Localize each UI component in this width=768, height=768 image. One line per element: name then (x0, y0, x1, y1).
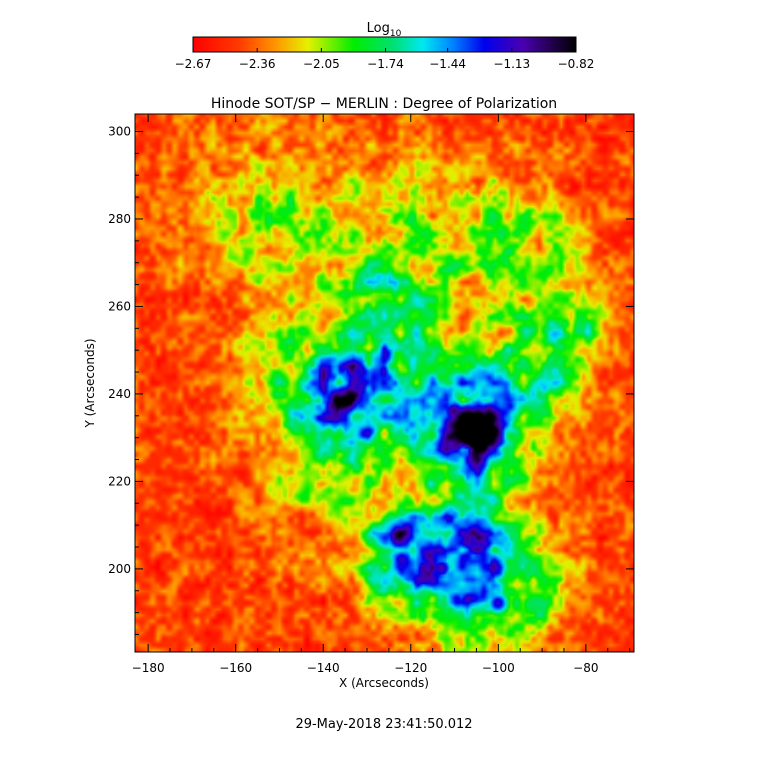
timestamp: 29-May-2018 23:41:50.012 (295, 717, 472, 732)
colorbar-tick-label: −1.13 (493, 57, 530, 71)
x-tick-label: −120 (394, 661, 427, 675)
y-axis-label: Y (Arcseconds) (83, 338, 97, 428)
x-tick-label: −80 (573, 661, 598, 675)
colorbar: Log10 −2.67 −2.36 −2.05 −1.74 −1.44 −1.13 −0.8… (175, 21, 595, 71)
colorbar-label-subscript: 10 (390, 29, 402, 39)
colorbar-tick-label: −0.82 (558, 57, 595, 71)
y-tick-label: 200 (108, 562, 131, 576)
colorbar-tick-label: −1.44 (429, 57, 466, 71)
y-tick-label: 260 (108, 299, 131, 313)
x-tick-label: −180 (132, 661, 165, 675)
x-axis-ticks: −180 −160 −140 −120 −100 −80 (132, 114, 631, 675)
colorbar-tick-label: −2.67 (175, 57, 212, 71)
colorbar-label: Log10 (367, 21, 402, 39)
plot-frame (134, 113, 635, 653)
colorbar-tick-label: −1.74 (367, 57, 404, 71)
chart-title: Hinode SOT/SP − MERLIN : Degree of Polar… (211, 96, 557, 112)
heatmap-plot: −180 −160 −140 −120 −100 −80 200 220 240 260 280 3… (108, 113, 635, 675)
y-tick-label: 280 (108, 212, 131, 226)
x-tick-label: −100 (482, 661, 515, 675)
y-tick-label: 220 (108, 474, 131, 488)
colorbar-label-base: Log (367, 21, 390, 36)
y-tick-label: 240 (108, 387, 131, 401)
colorbar-tick-label: −2.36 (239, 57, 276, 71)
colorbar-tick-label: −2.05 (303, 57, 340, 71)
colorbar-scale (192, 36, 577, 53)
x-tick-label: −140 (307, 661, 340, 675)
colorbar-ticks: −2.67 −2.36 −2.05 −1.74 −1.44 −1.13 −0.82 (175, 48, 595, 71)
x-tick-label: −160 (219, 661, 252, 675)
polarization-heatmap (135, 114, 634, 652)
y-tick-label: 300 (108, 124, 131, 138)
x-axis-label: X (Arcseconds) (339, 676, 429, 690)
y-axis-ticks: 200 220 240 260 280 300 (108, 124, 634, 636)
